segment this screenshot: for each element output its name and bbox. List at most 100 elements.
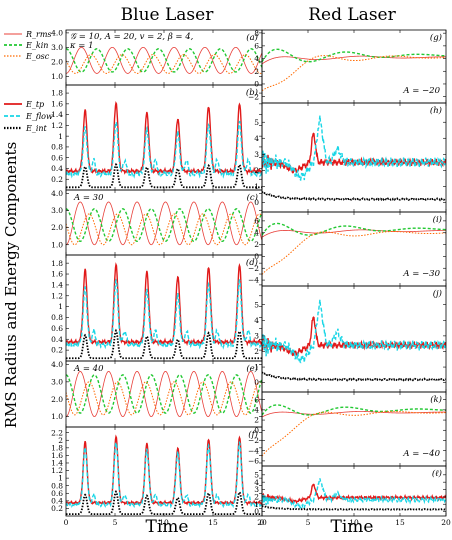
ytick-label-k-3: 0 <box>254 426 259 435</box>
panel-b-frame <box>65 84 263 191</box>
ytick-label-k-6: 6 <box>254 395 259 404</box>
ytick-label-h-0: 0 <box>254 198 259 207</box>
ytick-label-l-2: 2 <box>254 492 259 501</box>
params-line-2: κ = 1 <box>69 41 94 51</box>
ytick-label-l-0: 0 <box>254 507 259 516</box>
panel-k-plot <box>262 404 446 457</box>
ytick-label-e-1: 2.0 <box>51 395 63 404</box>
series-kin-c <box>66 208 262 243</box>
panel-label-h: (h) <box>430 105 442 116</box>
ytick-label-f-6: 1.4 <box>51 459 63 468</box>
ytick-label-d-1: 0.4 <box>51 335 63 344</box>
ytick-label-f-1: 0.4 <box>51 496 63 505</box>
panel-c: 1.0 2.0 3.0 4.0 (c) A = 30 <box>51 189 263 256</box>
xtick-label-l-3: 15 <box>395 518 405 527</box>
ytick-label-d-4: 1 <box>58 302 63 311</box>
ytick-label-c-3: 4.0 <box>51 189 63 198</box>
panel-l-plot <box>262 478 446 511</box>
ytick-label-j-0: 0 <box>254 378 259 387</box>
ytick-label-g-5: 8 <box>254 29 259 38</box>
ytick-label-b-5: 1.2 <box>51 121 63 130</box>
ytick-label-f-5: 1.2 <box>51 466 63 475</box>
ytick-label-k-1: −4 <box>248 446 259 455</box>
series-osc-k <box>262 410 446 457</box>
ytick-label-f-3: 0.8 <box>51 481 63 490</box>
panel-label-a: (a) <box>246 32 258 43</box>
annotation-i: A = −30 <box>402 269 440 279</box>
panel-i: −4 −2 0 2 4 6 (i) A = −30 <box>248 211 447 287</box>
ytick-label-d-7: 1.6 <box>51 270 63 279</box>
series-kin-i <box>262 222 446 236</box>
ytick-label-b-0: 0.2 <box>51 175 63 184</box>
x-axis-title-left: Time <box>146 517 189 537</box>
ytick-label-a-0: 1.0 <box>51 72 63 81</box>
ytick-label-j-5: 5 <box>254 300 259 309</box>
panel-f-plot <box>66 434 262 516</box>
legend-entry-osc: E_osc <box>25 52 50 61</box>
ytick-label-c-1: 2.0 <box>51 223 63 232</box>
xtick-label-f-0: 0 <box>64 518 69 527</box>
series-tp-f <box>66 434 262 506</box>
panel-label-g: (g) <box>430 32 442 43</box>
annotation-k: A = −40 <box>402 449 440 459</box>
ytick-label-d-6: 1.4 <box>51 280 63 289</box>
ytick-label-f-8: 1.8 <box>51 443 63 452</box>
legend-upper: 𝒢 = 10, A = 20, v = 2, β = 4,κ = 1 R_rms E… <box>4 30 194 133</box>
series-flow-b <box>66 120 262 179</box>
series-int-h <box>262 191 446 202</box>
panel-a-plot <box>66 46 262 74</box>
panel-h: 0 1 2 3 4 5 (h) <box>254 102 447 213</box>
panel-d: 0.2 0.4 0.6 0.8 1 1.2 1.41.6 1.8 (d) <box>51 254 263 362</box>
ytick-label-i-3: 2 <box>254 240 259 249</box>
ytick-label-h-3: 3 <box>254 150 259 159</box>
panel-label-l: (ℓ) <box>432 468 442 479</box>
panel-j-plot <box>262 299 446 382</box>
xtick-label-f-4: 20 <box>257 518 267 527</box>
legend-entry-rms: R_rms <box>25 30 52 39</box>
ytick-label-d-5: 1.2 <box>51 291 63 300</box>
ytick-label-e-3: 4.0 <box>51 360 63 369</box>
panel-label-i: (i) <box>433 214 442 225</box>
panel-a: 1.0 2.0 3.0 4.0 (a) <box>51 28 263 86</box>
ytick-label-k-0: −6 <box>248 456 259 465</box>
ytick-label-i-5: 6 <box>254 216 259 225</box>
x-axis-title-right: Time <box>331 517 374 537</box>
panel-g: −2 0 2 4 6 8 (g) A = −20 <box>248 29 447 104</box>
ytick-label-f-9: 2 <box>58 436 63 445</box>
ytick-label-h-2: 2 <box>254 166 259 175</box>
ytick-label-h-5: 5 <box>254 118 259 127</box>
series-kin-a <box>66 48 262 73</box>
header-blue-laser: Blue Laser <box>121 5 215 25</box>
xtick-label-l-0: 0 <box>260 518 265 527</box>
ytick-label-d-3: 0.8 <box>51 313 63 322</box>
series-int-l <box>262 505 446 511</box>
series-rms-g <box>262 55 446 65</box>
ytick-label-j-4: 4 <box>254 316 259 325</box>
series-flow-l <box>262 478 446 510</box>
ytick-label-a-2: 3.0 <box>51 43 63 52</box>
ytick-label-l-1: 1 <box>254 500 259 509</box>
series-flow-h <box>262 115 446 182</box>
ytick-label-g-0: −2 <box>248 92 259 101</box>
legend-entry-flow: E_flow <box>25 112 53 121</box>
ytick-label-k-5: 4 <box>254 405 259 414</box>
series-kin-e <box>66 374 262 414</box>
panel-label-b: (b) <box>246 87 258 98</box>
ytick-label-f-7: 1.6 <box>51 451 63 460</box>
ytick-label-l-4: 4 <box>254 478 259 487</box>
panel-j: 0 1 2 3 4 5 (j) <box>254 285 447 393</box>
ytick-label-l-3: 3 <box>254 485 259 494</box>
series-osc-c <box>66 213 262 246</box>
ytick-label-i-4: 4 <box>254 228 259 237</box>
ytick-label-d-0: 0.2 <box>51 346 63 355</box>
series-rms-i <box>262 229 446 238</box>
series-flow-f <box>66 440 262 509</box>
ytick-label-h-4: 4 <box>254 134 259 143</box>
panel-h-plot <box>262 115 446 202</box>
ytick-label-g-2: 2 <box>254 67 259 76</box>
ytick-label-b-8: 1.8 <box>51 89 63 98</box>
panel-l-frame <box>261 465 447 517</box>
params-line-1: 𝒢 = 10, A = 20, v = 2, β = 4, <box>70 32 194 42</box>
